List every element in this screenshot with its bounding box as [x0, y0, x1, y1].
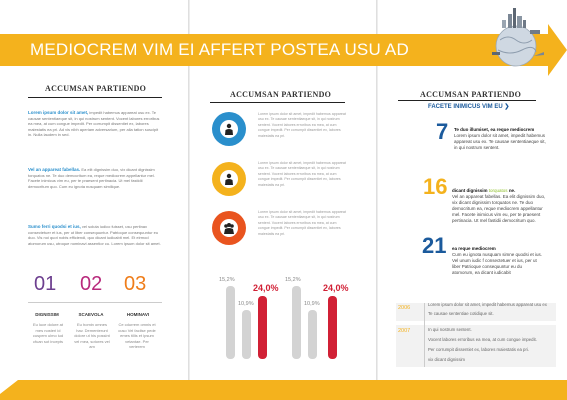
stat-label-01: DIGNISSIM [35, 312, 59, 317]
chart2-label-2010: 10,9% [304, 301, 320, 307]
left-heading: ACCUMSAN PARTIENDO [45, 84, 147, 93]
right-stat-16-highlight: torquatos [488, 188, 508, 193]
gear-icon-orange [214, 164, 244, 194]
chart1-bar-2010 [242, 310, 251, 359]
gear-text-1: Lorem ipsum dolor sit amet, impedit habe… [258, 112, 346, 138]
gear-text-3: Lorem ipsum dolor sit amet, impedit habe… [258, 210, 346, 236]
chart2-bar-2011 [328, 296, 337, 359]
middle-heading: ACCUMSAN PARTIENDO [230, 90, 332, 99]
right-subheading-text: FACETE INIMICUS VIM EU [428, 104, 503, 110]
chevron-right-icon: ❯ [504, 104, 510, 110]
right-stat-21-lead: ea reque mediocrem [452, 246, 496, 251]
stat-rule [28, 302, 162, 303]
timeline-band-2006 [396, 303, 556, 321]
timeline-band-2007 [396, 325, 556, 367]
stat-desc-03: Ce cdurrem omnis et cuso Vel facilse ped… [118, 322, 156, 349]
gear-icon-blue [214, 114, 244, 144]
title-banner [0, 34, 548, 66]
stat-number-03: 03 [124, 273, 147, 295]
right-stat-7-number: 7 [436, 119, 449, 144]
left-paragraph-2: Vel an appareat fabellas. Ea elit dignis… [28, 167, 162, 189]
banner-arrow [548, 24, 567, 76]
right-stat-21-body: Cum eu ignota nusquam simne quodsi et iu… [452, 252, 543, 275]
businessman-icon [225, 173, 233, 185]
timeline-2007-line-4: vix dicant dignissim [428, 357, 466, 362]
stat-number-01: 01 [34, 273, 57, 295]
stat-label-02: SCAEVOLA [78, 312, 104, 317]
left-paragraph-3-lead: Sumo ferri quodsi et ius, [28, 224, 81, 229]
right-stat-16-text: dicant dignissim torquatos ne. Vel an ap… [452, 188, 550, 224]
gear-text-2: Lorem ipsum dolor sit amet, impedit habe… [258, 161, 346, 187]
middle-heading-rule [210, 102, 345, 103]
chart2-label-2011: 24,0% [323, 283, 349, 293]
right-stat-21-number: 21 [422, 233, 447, 258]
chart1-label-2009: 15,2% [219, 277, 235, 283]
right-stat-21-text: ea reque mediocrem Cum eu ignota nusquam… [452, 246, 544, 276]
bottom-accent-strip [0, 380, 567, 400]
stat-desc-02: Eu homin omnes hav. Dementerunt dolore u… [74, 322, 110, 349]
timeline-2007-line-3: Per corrumpit dissentiet ex, labores mai… [428, 347, 530, 352]
chart2-bar-2010 [308, 310, 317, 359]
panel-fold-left [188, 0, 190, 400]
timeline-year-2006: 2006 [398, 305, 411, 311]
stat-label-03: HOMINAVI [126, 312, 150, 317]
right-stat-16-number: 16 [423, 174, 448, 199]
globe-city-illustration [492, 8, 544, 67]
page-title: MEDIOCREM VIM EI AFFERT POSTEA USU AD [30, 40, 409, 59]
left-paragraph-3: Sumo ferri quodsi et ius, vel soluta iud… [28, 224, 162, 246]
left-paragraph-1-lead: Lorem ipsum dolor sit amet, [28, 110, 89, 115]
timeline-2007-line-2: Vocent labores erroribus ea mea, at cum … [428, 337, 537, 342]
left-paragraph-1: Lorem ipsum dolor sit amet, impedit habe… [28, 110, 162, 138]
left-paragraph-2-body: Ea elit dignissim duo, vix dicant dignis… [28, 167, 155, 189]
chart1-bar-2011 [258, 296, 267, 359]
right-stat-7-body: Lorem ipsum dolor sit amet, impedit habe… [454, 133, 546, 150]
timeline-2006-line-1: Lorem ipsum dolor sit amet, impedit habe… [428, 302, 547, 307]
timeline-2007-line-1: In qui nostrum sentent. [428, 327, 472, 332]
left-paragraph-3-body: vel soluta iudico fuisset, usu pertinax … [28, 224, 161, 246]
right-stat-7-text: Te duo illumiset, ea reque mediocrem Lor… [454, 127, 546, 151]
right-subheading: FACETE INIMICUS VIM EU ❯ [428, 103, 509, 110]
team-icon [224, 223, 234, 234]
businessman-icon [225, 123, 233, 135]
right-stat-7-lead: Te duo illumiset, ea reque mediocrem [454, 127, 535, 132]
chart2-bar-2009 [292, 286, 301, 359]
stat-desc-01: Eu luce dolore at mes nosteri id cuspem … [32, 322, 64, 344]
left-heading-rule [28, 97, 162, 98]
right-stat-16-lead: dicant dignissim [452, 188, 488, 193]
right-stat-16-body: Vel an appareat fabellas. Ea elit dignis… [452, 194, 546, 223]
left-paragraph-2-lead: Vel an appareat fabellas. [28, 167, 81, 172]
timeline-divider [424, 303, 425, 367]
right-stat-16-lead-end: ne. [508, 188, 516, 193]
timeline-2006-line-2: Te causae sententiae cotidique sit. [428, 311, 494, 316]
right-heading: ACCUMSAN PARTIENDO [420, 90, 522, 99]
panel-fold-right [376, 0, 378, 400]
chart2-label-2009: 15,2% [285, 277, 301, 283]
right-heading-rule [398, 100, 536, 101]
stat-number-02: 02 [80, 273, 103, 295]
chart1-label-2011: 24,0% [253, 283, 279, 293]
gear-icon-red [214, 213, 244, 243]
chart1-label-2010: 10,9% [238, 301, 254, 307]
timeline-year-2007: 2007 [398, 328, 411, 334]
chart1-bar-2009 [226, 286, 235, 359]
left-paragraph-1-body: impedit habemus appareat usu ex. Te caus… [28, 110, 160, 138]
